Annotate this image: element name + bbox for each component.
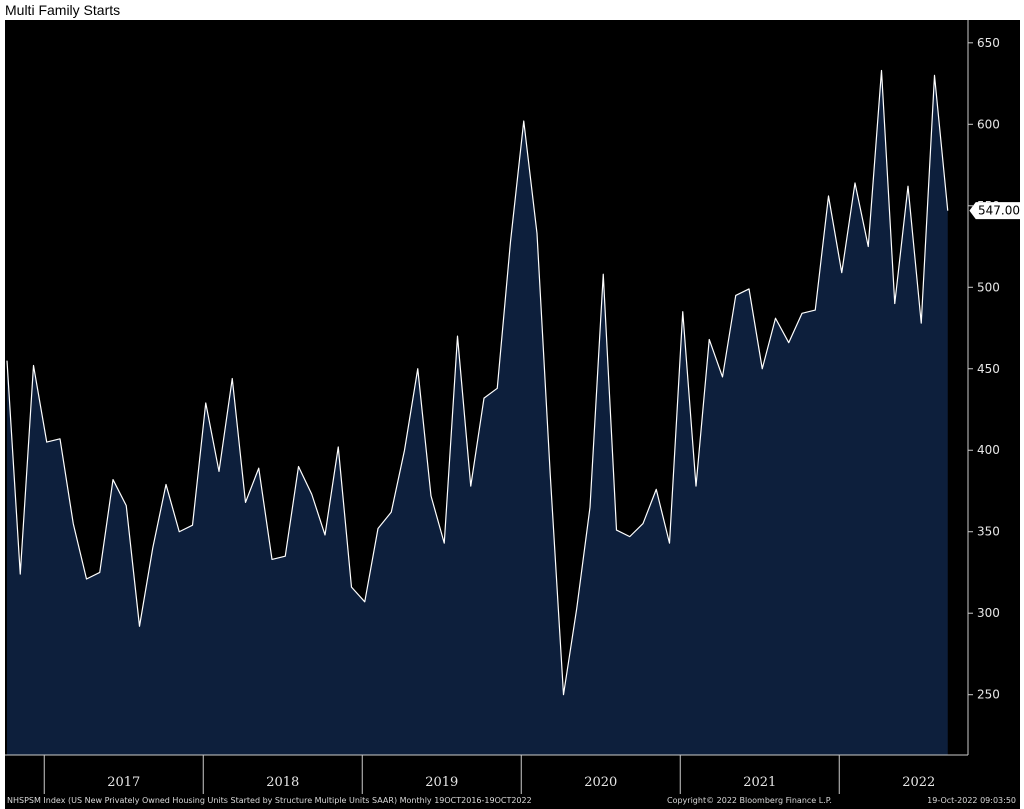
data-point <box>72 522 75 525</box>
data-point <box>231 377 234 380</box>
footer-copyright: Copyright© 2022 Bloomberg Finance L.P. <box>667 796 832 805</box>
data-point <box>933 74 936 77</box>
data-point <box>178 530 181 533</box>
x-tick-label: 2022 <box>902 775 935 790</box>
footer-source: NHSPSM Index (US New Privately Owned Hou… <box>7 796 532 805</box>
data-point <box>920 322 923 325</box>
data-point <box>6 359 9 362</box>
data-point <box>165 483 168 486</box>
x-tick-label: 2021 <box>743 775 776 790</box>
data-point <box>734 294 737 297</box>
y-tick-label: 600 <box>977 117 1000 131</box>
y-tick-label: 650 <box>977 36 1000 50</box>
data-point <box>628 535 631 538</box>
data-point <box>430 494 433 497</box>
data-point <box>787 341 790 344</box>
data-point <box>59 437 62 440</box>
y-tick-label: 450 <box>977 362 1000 376</box>
data-point <box>469 485 472 488</box>
footer-bar: NHSPSM Index (US New Privately Owned Hou… <box>5 794 1020 809</box>
data-point <box>19 573 22 576</box>
data-point <box>827 195 830 198</box>
footer-timestamp: 19-Oct-2022 09:03:50 <box>927 796 1016 805</box>
data-point <box>880 69 883 72</box>
x-tick-label: 2018 <box>266 775 299 790</box>
data-point <box>615 529 618 532</box>
data-point <box>748 287 751 290</box>
data-point <box>443 542 446 545</box>
x-tick-label: 2017 <box>107 775 140 790</box>
data-point <box>416 367 419 370</box>
data-point <box>456 335 459 338</box>
data-point <box>589 506 592 509</box>
series-area <box>7 70 948 755</box>
last-value-tag <box>969 202 1020 220</box>
data-point <box>377 527 380 530</box>
data-point <box>138 625 141 628</box>
data-point <box>549 473 552 476</box>
data-point <box>403 449 406 452</box>
data-point <box>907 185 910 188</box>
chart-area: 2503003504004505005506006502017201820192… <box>5 20 1020 794</box>
data-point <box>721 375 724 378</box>
data-point <box>284 555 287 558</box>
chart-title: Multi Family Starts <box>5 2 121 18</box>
data-point <box>867 245 870 248</box>
data-point <box>801 312 804 315</box>
data-point <box>695 485 698 488</box>
data-point <box>854 181 857 184</box>
data-point <box>708 338 711 341</box>
data-point <box>562 693 565 696</box>
data-point <box>310 493 313 496</box>
data-point <box>509 240 512 243</box>
data-point <box>840 271 843 274</box>
data-point <box>244 501 247 504</box>
data-point <box>324 533 327 536</box>
data-point <box>337 445 340 448</box>
series-line <box>6 69 949 696</box>
data-point <box>363 600 366 603</box>
data-point <box>98 571 101 574</box>
chart-svg: 2503003504004505005506006502017201820192… <box>5 20 1020 794</box>
x-tick-label: 2019 <box>425 775 458 790</box>
data-point <box>946 209 949 212</box>
data-point <box>602 273 605 276</box>
data-point <box>536 232 539 235</box>
data-point <box>642 522 645 525</box>
data-point <box>151 547 154 550</box>
data-point <box>257 467 260 470</box>
data-point <box>893 302 896 305</box>
data-point <box>125 504 128 507</box>
data-point <box>496 387 499 390</box>
data-point <box>522 120 525 123</box>
data-point <box>45 441 48 444</box>
data-point <box>681 310 684 313</box>
data-point <box>204 401 207 404</box>
y-tick-label: 500 <box>977 280 1000 294</box>
y-tick-label: 250 <box>977 688 1000 702</box>
data-point <box>271 558 274 561</box>
y-tick-label: 400 <box>977 443 1000 457</box>
data-point <box>85 577 88 580</box>
data-point <box>297 465 300 468</box>
data-point <box>483 397 486 400</box>
data-point <box>218 470 221 473</box>
data-point <box>32 364 35 367</box>
data-point <box>390 511 393 514</box>
data-point <box>774 317 777 320</box>
x-tick-label: 2020 <box>584 775 617 790</box>
data-point <box>575 607 578 610</box>
last-value-label: 547.00 <box>978 204 1020 218</box>
data-point <box>191 524 194 527</box>
y-tick-label: 300 <box>977 606 1000 620</box>
data-point <box>112 478 115 481</box>
data-point <box>814 309 817 312</box>
data-point <box>668 542 671 545</box>
data-point <box>655 488 658 491</box>
y-tick-label: 350 <box>977 525 1000 539</box>
data-point <box>761 367 764 370</box>
data-point <box>350 586 353 589</box>
